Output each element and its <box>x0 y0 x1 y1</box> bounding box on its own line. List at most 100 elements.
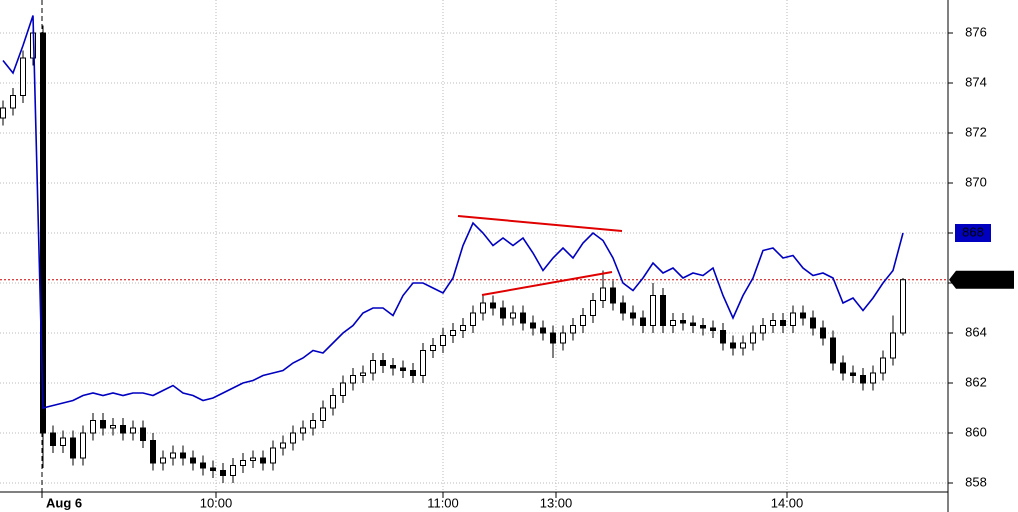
candle-body <box>470 312 476 326</box>
candle-body <box>210 467 216 471</box>
candle-body <box>380 360 386 366</box>
candle-body <box>100 420 106 429</box>
candle-body <box>570 325 576 334</box>
candle-body <box>860 375 866 384</box>
series-line <box>2 15 904 410</box>
last-price-box <box>949 270 1014 289</box>
candle-body <box>490 302 496 309</box>
candle-body <box>170 452 176 459</box>
candle-body <box>660 295 666 326</box>
candle-body <box>410 370 416 376</box>
candle-body <box>140 427 146 441</box>
candle-body <box>260 457 266 464</box>
candle-body <box>640 317 646 326</box>
candle-body <box>530 322 536 329</box>
candle-body <box>740 342 746 349</box>
candle-body <box>690 322 696 326</box>
candle-body <box>60 437 66 446</box>
candle-body <box>770 320 776 326</box>
candle-body <box>850 372 856 376</box>
candle-body <box>290 432 296 444</box>
candle-body <box>780 320 786 326</box>
candle-body <box>600 287 606 301</box>
candle-body <box>520 312 526 324</box>
candle-body <box>310 420 316 429</box>
candle-body <box>180 452 186 459</box>
candle-body <box>620 302 626 314</box>
y-tick-label: 860 <box>965 424 987 439</box>
candle-body <box>390 365 396 369</box>
candle-body <box>650 295 656 326</box>
candle-body <box>370 360 376 374</box>
candle-body <box>420 350 426 376</box>
candle-body <box>580 315 586 326</box>
y-tick-label: 874 <box>965 74 987 89</box>
candle-body <box>270 447 276 464</box>
y-tick-label: 858 <box>965 474 987 489</box>
candle-body <box>810 317 816 329</box>
x-tick-label: 14:00 <box>771 495 804 510</box>
candle-body <box>320 407 326 421</box>
candle-body <box>440 335 446 346</box>
candle-body <box>790 312 796 326</box>
candle-body <box>730 342 736 349</box>
candle-body <box>350 375 356 384</box>
candle-body <box>880 357 886 374</box>
candle-body <box>450 330 456 336</box>
candle-body <box>890 332 896 359</box>
candle-body <box>220 470 226 476</box>
candle-body <box>40 32 46 434</box>
candle-body <box>540 327 546 334</box>
candle-body <box>720 330 726 344</box>
candle-body <box>80 432 86 459</box>
candle-body <box>150 440 156 464</box>
candle-body <box>560 332 566 344</box>
candle-body <box>700 325 706 329</box>
candle-body <box>820 327 826 339</box>
candle-body <box>300 427 306 434</box>
candle-body <box>500 307 506 319</box>
candle-body <box>340 382 346 396</box>
candle-body <box>670 320 676 326</box>
x-tick-label: 10:00 <box>200 495 233 510</box>
candle-body <box>800 312 806 319</box>
y-tick-label: 870 <box>965 174 987 189</box>
x-tick-label: 13:00 <box>540 495 573 510</box>
x-tick-label: Aug 6 <box>46 495 82 510</box>
candle-body <box>110 425 116 429</box>
candle-body <box>280 442 286 449</box>
candle-body <box>870 372 876 384</box>
candle-body <box>360 372 366 376</box>
candle-body <box>50 432 56 446</box>
candle-body <box>0 107 6 119</box>
x-tick-label: 11:00 <box>427 495 459 510</box>
candle-body <box>630 312 636 319</box>
last-price-label: 866.13 <box>965 271 1005 286</box>
candle-body <box>230 465 236 476</box>
last-value-label: 868 <box>962 224 984 239</box>
candle-body <box>250 457 256 461</box>
y-tick-label: 876 <box>965 24 987 39</box>
candle-body <box>190 457 196 464</box>
candle-body <box>240 460 246 466</box>
trendline <box>481 271 613 296</box>
candle-body <box>70 437 76 459</box>
candle-body <box>760 325 766 334</box>
candle-body <box>900 279 906 334</box>
candle-body <box>330 395 336 409</box>
candle-body <box>130 427 136 434</box>
y-tick-label: 862 <box>965 374 987 389</box>
last-value-box <box>955 224 991 242</box>
y-tick-label: 864 <box>965 324 987 339</box>
candle-body <box>200 462 206 469</box>
candle-body <box>840 362 846 374</box>
candle-body <box>550 332 556 344</box>
candle-body <box>710 327 716 331</box>
candle-body <box>400 367 406 371</box>
candle-body <box>460 325 466 331</box>
candle-body <box>750 332 756 344</box>
y-tick-label: 872 <box>965 124 987 139</box>
candle-body <box>830 337 836 364</box>
